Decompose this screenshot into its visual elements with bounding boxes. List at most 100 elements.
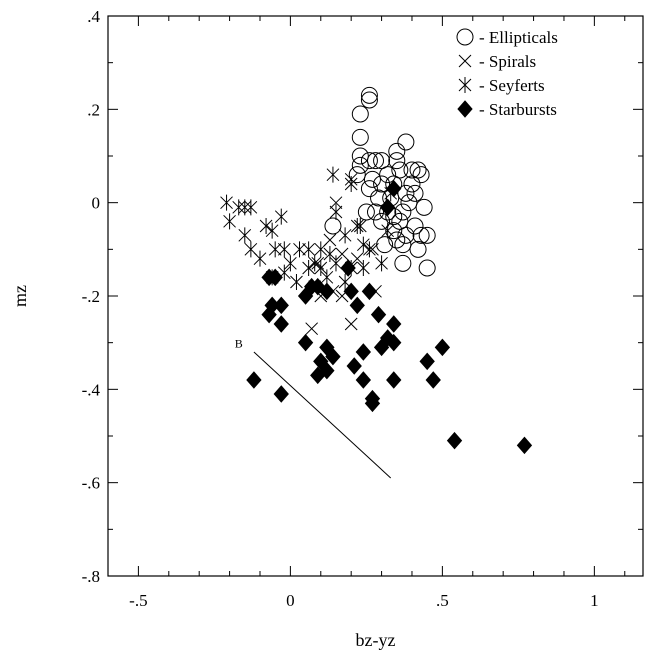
ellipticals-point — [391, 161, 409, 179]
annotation-label: B — [235, 336, 243, 350]
ellipticals-point — [415, 198, 433, 216]
ellipticals-point — [418, 259, 436, 277]
seyferts-point — [277, 241, 291, 258]
ellipticals-point — [400, 194, 418, 212]
seyferts-point — [293, 241, 306, 258]
axis-ticks — [107, 15, 643, 577]
ellipticals-point — [394, 203, 412, 221]
ellipticals-point — [403, 161, 421, 179]
starbursts-point — [446, 431, 463, 450]
seyferts-point — [326, 166, 340, 183]
ellipticals-point — [406, 184, 424, 202]
starbursts-point — [273, 315, 289, 333]
seyferts-point — [381, 222, 395, 239]
starbursts-point — [297, 333, 314, 352]
ellipticals-point — [397, 133, 415, 151]
starbursts-point — [325, 347, 341, 366]
seyferts-point — [356, 260, 370, 276]
x-tick-label: 0 — [286, 591, 295, 610]
starbursts-point — [355, 371, 372, 389]
ellipticals-point — [363, 170, 381, 188]
seyferts-point — [338, 227, 352, 244]
starbursts-point — [310, 366, 326, 385]
seyferts-point — [353, 218, 367, 234]
legend-label-seyferts: - Seyferts — [479, 76, 545, 95]
ellipticals-point — [412, 226, 430, 244]
ellipticals-point — [351, 128, 369, 146]
seyferts-point — [223, 213, 236, 230]
seyferts-point — [302, 241, 315, 258]
starbursts-point — [386, 371, 402, 389]
ellipticals-point — [385, 222, 403, 240]
y-tick-label: -.2 — [82, 287, 100, 306]
seyferts-point — [363, 241, 376, 258]
seyferts-point — [265, 222, 279, 239]
seyferts-point — [329, 204, 343, 220]
seyferts-point — [302, 260, 315, 276]
seyferts-point — [350, 218, 364, 234]
y-tick-label: -.6 — [82, 474, 100, 493]
ellipticals-point — [373, 175, 391, 193]
x-tick-label: 1 — [590, 591, 599, 610]
ellipticals-point — [357, 203, 375, 221]
starbursts-point — [379, 198, 396, 217]
seyferts-point — [284, 255, 297, 272]
ellipticals-point — [360, 91, 378, 109]
ellipticals-point — [379, 166, 397, 184]
spirals-point — [305, 322, 319, 336]
ellipticals-point — [397, 226, 415, 244]
seyferts-point — [232, 199, 246, 216]
starbursts-point — [434, 338, 451, 357]
ellipticals-point — [348, 166, 366, 184]
seyferts-point — [244, 241, 258, 258]
starbursts-point — [386, 315, 402, 333]
starbursts-point — [273, 385, 289, 403]
starbursts-point — [349, 296, 365, 315]
seyferts-point — [344, 176, 358, 192]
ellipticals-point — [360, 152, 378, 170]
starbursts-point — [273, 296, 289, 315]
y-tick-label: 0 — [92, 194, 101, 213]
starbursts-point — [261, 305, 277, 324]
x-tick-label: -.5 — [129, 591, 147, 610]
y-tick-label: .4 — [87, 7, 100, 26]
spirals-point — [329, 196, 343, 210]
ellipticals-point — [409, 240, 427, 258]
legend-marker-ellipticals — [456, 28, 474, 46]
ellipticals-point — [367, 152, 384, 170]
starbursts-point — [355, 343, 372, 361]
ellipticals-point — [394, 254, 412, 272]
starbursts-point — [370, 305, 387, 324]
data-points — [220, 86, 533, 455]
starbursts-point — [425, 371, 441, 389]
ellipticals-point — [360, 86, 378, 104]
seyferts-point — [220, 194, 233, 211]
ellipticals-point — [373, 212, 391, 230]
legend-label-ellipticals: - Ellipticals — [479, 28, 558, 47]
series-starbursts — [246, 179, 533, 455]
starbursts-point — [386, 179, 402, 198]
seyferts-point — [323, 246, 337, 262]
ellipticals-point — [412, 166, 430, 184]
seyferts-point — [274, 208, 288, 225]
legend: - Ellipticals - Spirals - Seyferts - Starbu… — [456, 28, 558, 119]
ellipticals-point — [391, 212, 409, 230]
legend-marker-seyferts — [458, 77, 472, 93]
ellipticals-point — [351, 147, 369, 165]
starbursts-point — [364, 394, 381, 413]
seyferts-point — [238, 199, 252, 216]
starbursts-point — [516, 436, 533, 455]
legend-label-spirals: - Spirals — [479, 52, 536, 71]
ellipticals-point — [388, 142, 406, 160]
starbursts-point — [246, 371, 262, 389]
ellipticals-point — [324, 217, 342, 235]
y-axis-label: mz — [10, 285, 30, 307]
starbursts-point — [267, 268, 283, 287]
series-seyferts — [220, 166, 398, 290]
starbursts-point — [386, 333, 402, 352]
seyferts-point — [314, 241, 328, 258]
seyferts-point — [314, 260, 328, 276]
ellipticals-point — [388, 231, 406, 249]
spirals-point — [344, 317, 358, 331]
